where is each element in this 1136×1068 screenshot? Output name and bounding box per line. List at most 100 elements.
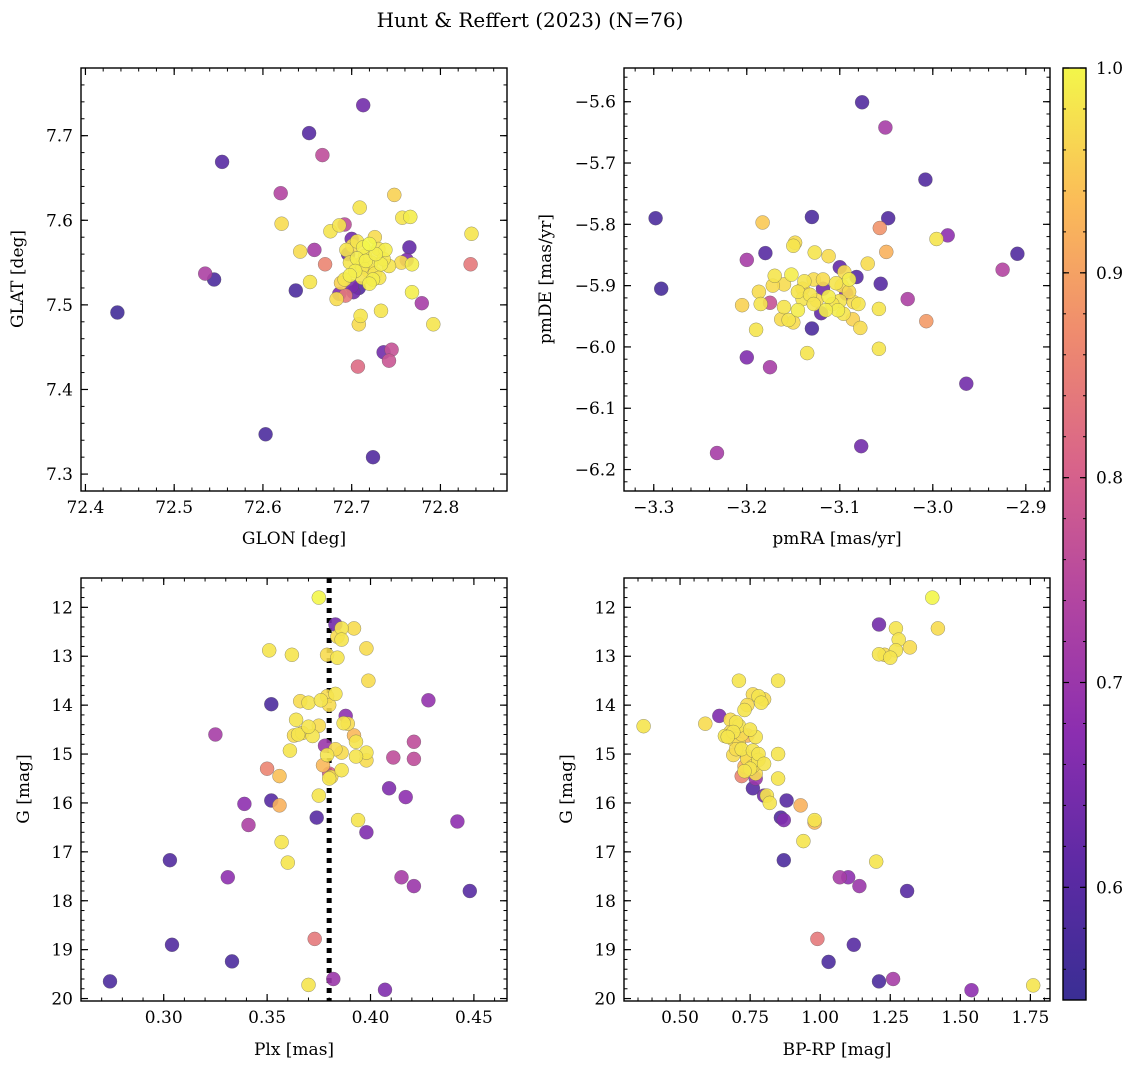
proper-motion-scatter-points — [648, 95, 1025, 461]
cmd-y-tick-label: 19 — [594, 941, 616, 961]
cmd-point — [779, 793, 794, 808]
parallax-point — [334, 762, 349, 778]
parallax-point — [241, 817, 256, 833]
position-axis-ticks: 72.4 72.5 72.6 72.7 72.8 7.3 7.4 7.5 7.6 7.7 — [46, 67, 507, 518]
parallax-point — [208, 727, 223, 742]
position-y-tick-label: 7.5 — [46, 296, 73, 316]
position-point — [403, 209, 418, 225]
position-plot-frame — [80, 67, 508, 492]
cmd-x-tick-label: 1.50 — [941, 1008, 979, 1028]
position-point — [381, 353, 397, 368]
parallax-point — [301, 719, 316, 734]
position-point — [355, 97, 371, 113]
parallax-point — [272, 798, 287, 813]
cmd-point — [925, 590, 940, 605]
parallax-y-tick-label: 14 — [51, 696, 73, 716]
proper-motion-x-tick-label: −3.3 — [633, 498, 674, 518]
cmd-point — [871, 617, 887, 632]
position-point — [288, 283, 304, 298]
parallax-point — [272, 768, 287, 784]
position-point — [350, 359, 366, 374]
parallax-point — [359, 825, 374, 840]
parallax-point — [274, 834, 289, 850]
proper-motion-point — [648, 210, 663, 226]
parallax-x-tick-label: 0.40 — [352, 1008, 390, 1028]
colorbar-frame — [1062, 67, 1087, 1001]
proper-motion-x-axis-label: pmRA [mas/yr] — [772, 529, 901, 549]
parallax-point — [259, 761, 275, 776]
position-point — [362, 236, 377, 252]
parallax-point — [381, 781, 397, 796]
cmd-point — [807, 812, 822, 828]
cmd-point — [737, 702, 752, 718]
cmd-point — [883, 650, 898, 665]
colorbar-ticks: 0.6 0.7 0.8 0.9 1.0 — [1063, 59, 1123, 970]
position-x-tick-label: 72.7 — [333, 498, 371, 518]
position-point — [332, 218, 347, 233]
proper-motion-point — [818, 302, 834, 318]
cmd-point — [742, 722, 758, 737]
parallax-point — [288, 712, 304, 728]
cmd-axis-ticks: 0.50 0.75 1.00 1.25 1.50 1.75 12 13 14 15 16 17 18 19… — [594, 578, 1050, 1028]
parallax-point — [350, 812, 366, 828]
proper-motion-point — [709, 445, 725, 461]
proper-motion-point — [755, 215, 770, 230]
proper-motion-point — [872, 220, 888, 236]
proper-motion-point — [753, 296, 768, 312]
parallax-point — [319, 747, 335, 763]
cmd-point — [930, 621, 946, 636]
position-point — [292, 244, 308, 259]
proper-motion-point — [786, 238, 801, 254]
parallax-point — [450, 814, 465, 829]
position-point — [464, 226, 479, 242]
colorbar-tick-label: 0.8 — [1096, 469, 1123, 489]
proper-motion-point — [880, 210, 896, 226]
cmd-point — [964, 982, 979, 998]
position-point — [362, 276, 377, 291]
colorbar-gradient — [1063, 68, 1086, 1000]
parallax-plot-frame — [80, 577, 508, 1002]
cmd-point — [902, 640, 918, 655]
figure-title: Hunt & Reffert (2023) (N=76) — [377, 8, 684, 32]
parallax-point — [284, 647, 300, 663]
cmd-y-tick-label: 16 — [594, 794, 616, 814]
proper-motion-point — [804, 209, 820, 225]
cmd-point — [770, 771, 786, 786]
proper-motion-point — [790, 302, 806, 318]
proper-motion-point — [653, 281, 669, 296]
cmd-point — [899, 883, 915, 899]
proper-motion-y-tick-label: −5.9 — [575, 277, 616, 297]
position-point — [463, 257, 478, 272]
proper-motion-y-tick-label: −6.1 — [575, 399, 616, 419]
parallax-y-tick-label: 13 — [51, 647, 73, 667]
parallax-y-tick-label: 20 — [51, 990, 73, 1010]
cmd-point — [846, 937, 862, 953]
proper-motion-point — [821, 248, 836, 264]
cmd-point — [871, 974, 887, 989]
proper-motion-point — [919, 313, 934, 329]
position-y-tick-label: 7.3 — [46, 465, 73, 485]
proper-motion-y-tick-label: −5.7 — [575, 154, 616, 174]
cmd-y-tick-label: 12 — [594, 598, 616, 618]
cmd-x-axis-label: BP-RP [mag] — [783, 1040, 892, 1060]
cmd-point — [885, 971, 901, 987]
parallax-point — [290, 727, 306, 742]
cmd-plot-frame — [623, 577, 1051, 1002]
proper-motion-point — [918, 172, 933, 187]
cmd-point — [810, 931, 825, 947]
cmd-y-tick-label: 13 — [594, 647, 616, 667]
parallax-point — [264, 696, 279, 712]
parallax-point — [309, 810, 324, 825]
parallax-point — [162, 852, 178, 868]
cmd-x-tick-label: 0.50 — [661, 1008, 699, 1028]
position-point — [402, 240, 417, 255]
position-point — [404, 284, 420, 300]
cmd-point — [770, 746, 786, 762]
proper-motion-y-tick-label: −5.6 — [575, 93, 616, 113]
proper-motion-y-tick-label: −6.2 — [575, 461, 616, 481]
parallax-point — [406, 751, 422, 767]
parallax-point — [361, 673, 376, 688]
parallax-point — [359, 641, 374, 656]
cmd-point — [796, 833, 811, 849]
proper-motion-point — [748, 322, 764, 338]
